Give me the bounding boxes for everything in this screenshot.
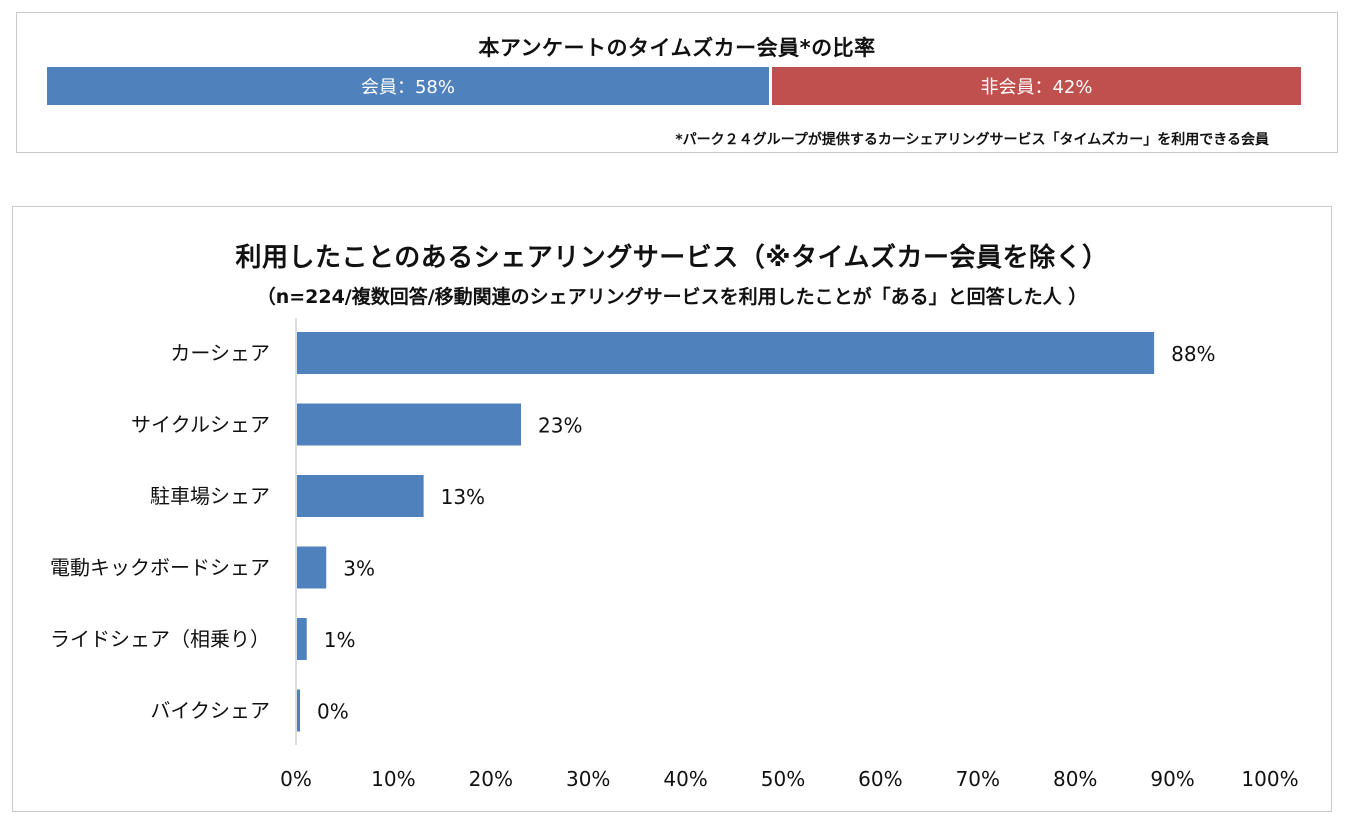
- category-label: バイクシェア: [150, 699, 270, 723]
- x-tick-label: 0%: [280, 767, 312, 791]
- x-tick-label: 50%: [761, 767, 805, 791]
- membership-ratio-panel: 本アンケートのタイムズカー会員*の比率 会員：58% 非会員：42% *パーク２…: [16, 12, 1338, 153]
- x-tick-label: 30%: [566, 767, 610, 791]
- value-label: 0%: [317, 700, 349, 724]
- bar-1: [297, 403, 522, 446]
- bar-4: [297, 618, 307, 660]
- chart-title: 利用したことのあるシェアリングサービス（※タイムズカー会員を除く）: [235, 243, 1109, 273]
- value-label: 1%: [324, 628, 356, 652]
- bar-2: [297, 475, 424, 517]
- bar-0: [297, 332, 1155, 374]
- category-label: サイクルシェア: [131, 413, 270, 437]
- x-tick-label: 20%: [469, 767, 513, 791]
- category-label: 電動キックボードシェア: [50, 556, 270, 580]
- nonmember-segment: 非会員：42%: [772, 67, 1301, 105]
- member-segment: 会員：58%: [47, 67, 769, 105]
- value-label: 13%: [441, 485, 485, 509]
- membership-footnote: *パーク２４グループが提供するカーシェアリングサービス「タイムズカー」を利用でき…: [675, 132, 1269, 148]
- x-tick-label: 60%: [858, 767, 902, 791]
- x-tick-label: 40%: [663, 767, 707, 791]
- x-tick-label: 90%: [1150, 767, 1194, 791]
- sharing-service-chart-panel: 利用したことのあるシェアリングサービス（※タイムズカー会員を除く） （n=224…: [12, 206, 1332, 812]
- category-label: ライドシェア（相乗り）: [50, 627, 270, 651]
- x-tick-label: 70%: [956, 767, 1000, 791]
- bar-5: [297, 689, 300, 732]
- x-tick-label: 80%: [1053, 767, 1097, 791]
- value-label: 23%: [538, 414, 582, 438]
- category-label: 駐車場シェア: [150, 484, 270, 508]
- value-label: 3%: [343, 557, 375, 581]
- value-label: 88%: [1171, 342, 1215, 366]
- bar-3: [297, 546, 327, 589]
- x-tick-label: 100%: [1241, 767, 1298, 791]
- category-label: カーシェア: [170, 341, 270, 365]
- x-tick-label: 10%: [371, 767, 415, 791]
- chart-subtitle: （n=224/複数回答/移動関連のシェアリングサービスを利用したことが「ある」と…: [256, 286, 1088, 308]
- membership-title: 本アンケートのタイムズカー会員*の比率: [478, 36, 876, 60]
